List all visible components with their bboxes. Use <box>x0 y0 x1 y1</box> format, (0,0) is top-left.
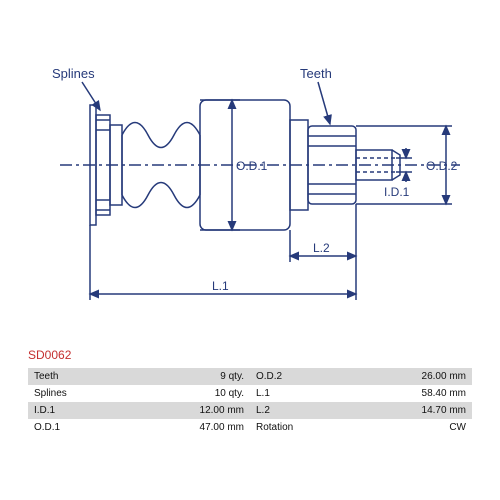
technical-drawing: Splines Teeth O.D.1 I.D.1 O.D.2 L.2 L.1 <box>0 0 500 340</box>
spec-row: Teeth9 qty.O.D.226.00 mm <box>28 368 472 385</box>
spec-value: 26.00 mm <box>311 368 472 385</box>
spec-row: O.D.147.00 mmRotationCW <box>28 419 472 436</box>
spec-value: 58.40 mm <box>311 385 472 402</box>
spec-label: I.D.1 <box>28 402 89 419</box>
spec-row: I.D.112.00 mmL.214.70 mm <box>28 402 472 419</box>
spec-label: Splines <box>28 385 89 402</box>
spec-value: 10 qty. <box>89 385 250 402</box>
spec-label: O.D.1 <box>28 419 89 436</box>
spec-label: O.D.2 <box>250 368 311 385</box>
dim-od2: O.D.2 <box>426 159 458 173</box>
spec-value: 9 qty. <box>89 368 250 385</box>
label-teeth: Teeth <box>300 66 332 81</box>
part-code: SD0062 <box>28 348 71 362</box>
spec-table: Teeth9 qty.O.D.226.00 mmSplines10 qty.L.… <box>28 368 472 436</box>
label-splines: Splines <box>52 66 95 81</box>
spec-value: 12.00 mm <box>89 402 250 419</box>
spec-label: Teeth <box>28 368 89 385</box>
spec-value: 14.70 mm <box>311 402 472 419</box>
dim-od1: O.D.1 <box>236 159 268 173</box>
dim-id1: I.D.1 <box>384 185 410 199</box>
dim-l1: L.1 <box>212 279 229 293</box>
spec-label: Rotation <box>250 419 311 436</box>
spec-label: L.1 <box>250 385 311 402</box>
spec-row: Splines10 qty.L.158.40 mm <box>28 385 472 402</box>
spec-label: L.2 <box>250 402 311 419</box>
spec-value: CW <box>311 419 472 436</box>
spec-value: 47.00 mm <box>89 419 250 436</box>
dim-l2: L.2 <box>313 241 330 255</box>
